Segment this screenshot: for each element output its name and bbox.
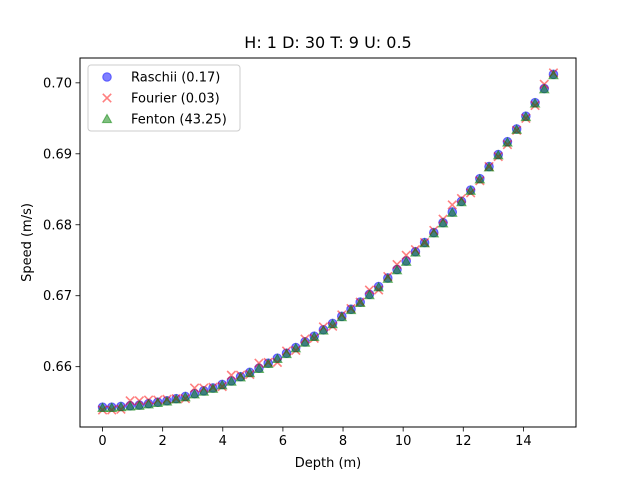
x-axis-ticks: 0 2 4 6 8 10 12 14 xyxy=(98,427,532,449)
fenton-data-point xyxy=(400,256,412,266)
fourier-data-point xyxy=(401,250,411,261)
fenton-data-point xyxy=(474,173,486,184)
fenton-data-point xyxy=(538,83,550,94)
fenton-data-point xyxy=(520,111,532,122)
x-tick-label: 8 xyxy=(339,434,347,449)
legend-label-raschii: Raschii (0.17) xyxy=(131,71,220,86)
y-tick-label: 0.69 xyxy=(43,147,72,162)
y-tick-label: 0.67 xyxy=(43,289,72,304)
fenton-data-point xyxy=(198,385,210,396)
legend-label-fourier: Fourier (0.03) xyxy=(131,92,220,107)
fenton-data-point xyxy=(465,185,477,195)
fenton-data-point xyxy=(244,367,256,378)
fenton-data-point xyxy=(336,311,348,322)
fenton-data-point xyxy=(419,237,431,248)
fenton-data-point xyxy=(299,336,311,347)
x-tick-label: 2 xyxy=(159,434,167,449)
fenton-data-point xyxy=(152,397,164,408)
fenton-data-point xyxy=(290,342,302,353)
fenton-data-point xyxy=(161,395,173,406)
x-tick-label: 0 xyxy=(98,434,106,449)
fenton-data-point xyxy=(143,398,155,409)
fenton-data-point xyxy=(548,69,559,80)
fenton-data-point xyxy=(373,281,385,292)
fenton-data-point xyxy=(437,217,449,228)
y-tick-label: 0.68 xyxy=(43,218,72,233)
fenton-data-point xyxy=(409,246,421,257)
fenton-data-point xyxy=(345,304,357,315)
fenton-data-point xyxy=(124,400,136,411)
fenton-data-point xyxy=(483,161,495,172)
x-tick-label: 10 xyxy=(395,434,412,449)
fenton-data-point xyxy=(529,97,541,108)
x-tick-label: 12 xyxy=(455,434,472,449)
fenton-data-point xyxy=(446,207,458,217)
legend-label-fenton: Fenton (43.25) xyxy=(131,113,227,128)
fenton-data-point xyxy=(207,383,219,393)
fenton-data-point xyxy=(354,297,366,307)
y-axis-ticks: 0.66 0.67 0.68 0.69 0.70 xyxy=(43,76,80,375)
legend: Raschii (0.17) Fourier (0.03) Fenton (43.2… xyxy=(87,64,241,132)
fenton-data-point xyxy=(106,402,118,413)
y-tick-label: 0.66 xyxy=(43,360,72,375)
fourier-data-point xyxy=(254,358,264,368)
fourier-data-point xyxy=(125,395,135,406)
x-tick-label: 4 xyxy=(219,434,227,449)
fenton-data-point xyxy=(225,375,237,386)
legend-marker-raschii xyxy=(102,72,112,82)
x-tick-label: 6 xyxy=(279,434,287,449)
fenton-data-point xyxy=(455,196,467,207)
chart-title: H: 1 D: 30 T: 9 U: 0.5 xyxy=(244,33,411,52)
fenton-data-point xyxy=(382,273,394,283)
fenton-data-point xyxy=(115,401,127,412)
fenton-data-point xyxy=(308,331,320,342)
fourier-data-point xyxy=(392,259,402,270)
fenton-data-point xyxy=(317,324,329,335)
fenton-data-point xyxy=(189,388,201,399)
fenton-data-point xyxy=(327,318,339,329)
fenton-data-point xyxy=(262,358,274,369)
data-points xyxy=(97,68,559,415)
fenton-data-point xyxy=(179,391,191,402)
fenton-data-point xyxy=(511,124,523,134)
fenton-data-point xyxy=(428,227,440,238)
legend-box xyxy=(87,64,241,132)
legend-marker-fenton xyxy=(101,113,113,124)
fenton-data-point xyxy=(363,289,375,300)
series-fenton xyxy=(97,69,559,413)
fenton-data-point xyxy=(235,371,247,382)
x-tick-label: 14 xyxy=(515,434,532,449)
fenton-data-point xyxy=(281,348,293,359)
fenton-data-point xyxy=(492,149,504,160)
fourier-data-point xyxy=(189,383,200,393)
fenton-data-point xyxy=(133,400,145,410)
fenton-data-point xyxy=(391,264,403,275)
fourier-data-point xyxy=(226,370,237,380)
fenton-data-point xyxy=(501,136,513,147)
fenton-data-point xyxy=(170,393,182,404)
fenton-data-point xyxy=(271,353,283,364)
y-tick-label: 0.70 xyxy=(43,76,72,91)
plot-area-frame xyxy=(79,57,577,428)
fenton-data-point xyxy=(97,402,108,413)
fenton-data-point xyxy=(216,379,228,390)
x-axis-label: Depth (m) xyxy=(295,456,362,471)
y-axis-label: Speed (m/s) xyxy=(20,203,35,282)
fourier-data-point xyxy=(447,200,458,210)
fenton-data-point xyxy=(253,363,265,373)
legend-marker-fourier xyxy=(102,93,112,103)
